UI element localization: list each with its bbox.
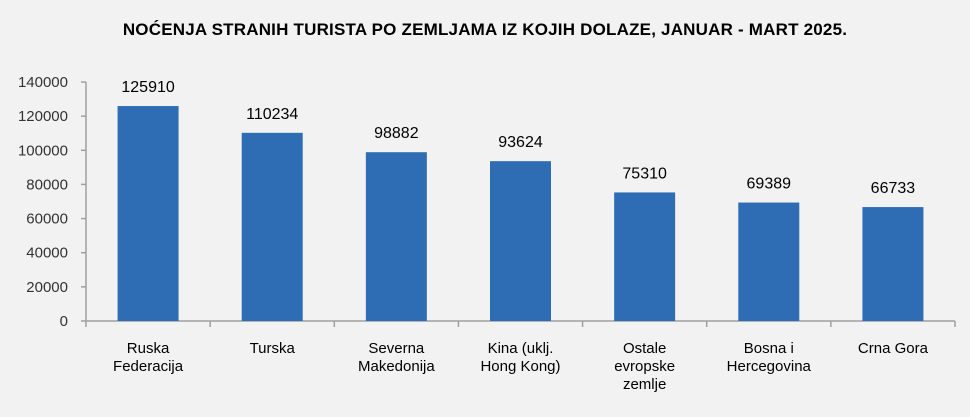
bar — [738, 202, 800, 321]
category-label: Kina (uklj. Hong Kong) — [480, 340, 560, 375]
bar — [117, 106, 179, 321]
y-tick-label: 120000 — [18, 108, 68, 125]
data-label: 98882 — [374, 125, 419, 142]
data-label: 125910 — [121, 79, 174, 96]
category-label: Ruska Federacija — [113, 340, 184, 375]
y-tick-label: 40000 — [26, 245, 68, 262]
y-tick-label: 20000 — [26, 279, 68, 296]
y-tick-label: 140000 — [18, 74, 68, 91]
y-tick-label: 100000 — [18, 142, 68, 159]
data-label: 110234 — [246, 106, 298, 123]
bar — [365, 152, 427, 321]
bar — [490, 161, 551, 321]
data-label: 93624 — [498, 134, 543, 151]
bar — [241, 132, 303, 321]
data-label: 69389 — [747, 176, 792, 193]
category-label: Turska — [250, 340, 296, 357]
y-tick-label: 80000 — [26, 176, 68, 193]
y-tick-label: 60000 — [26, 211, 68, 228]
data-label: 75310 — [622, 165, 667, 182]
category-label: Crna Gora — [858, 340, 929, 357]
bar — [614, 192, 676, 321]
bar — [862, 207, 924, 321]
category-label: Ostale evropske zemlje — [614, 340, 675, 393]
chart-title: NOĆENJA STRANIH TURISTA PO ZEMLJAMA IZ K… — [122, 20, 848, 39]
category-label: Severna Makedonija — [358, 340, 435, 375]
data-label: 66733 — [871, 180, 916, 197]
category-label: Bosna i Hercegovina — [727, 340, 812, 375]
y-tick-label: 0 — [60, 313, 68, 330]
